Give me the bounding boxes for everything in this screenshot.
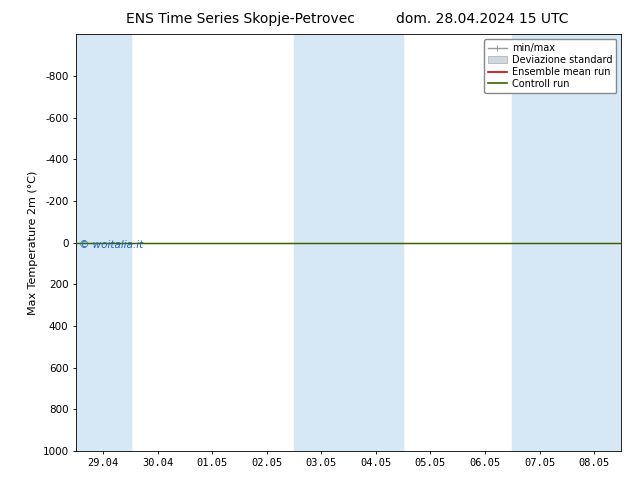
Text: ENS Time Series Skopje-Petrovec: ENS Time Series Skopje-Petrovec (126, 12, 356, 26)
Bar (512, 34, 567, 451)
Legend: min/max, Deviazione standard, Ensemble mean run, Controll run: min/max, Deviazione standard, Ensemble m… (484, 39, 616, 93)
Text: dom. 28.04.2024 15 UTC: dom. 28.04.2024 15 UTC (396, 12, 568, 26)
Text: © woitalia.it: © woitalia.it (79, 241, 143, 250)
Bar (567, 34, 621, 451)
Bar (349, 34, 403, 451)
Bar (294, 34, 349, 451)
Bar (76, 34, 131, 451)
Y-axis label: Max Temperature 2m (°C): Max Temperature 2m (°C) (28, 171, 38, 315)
